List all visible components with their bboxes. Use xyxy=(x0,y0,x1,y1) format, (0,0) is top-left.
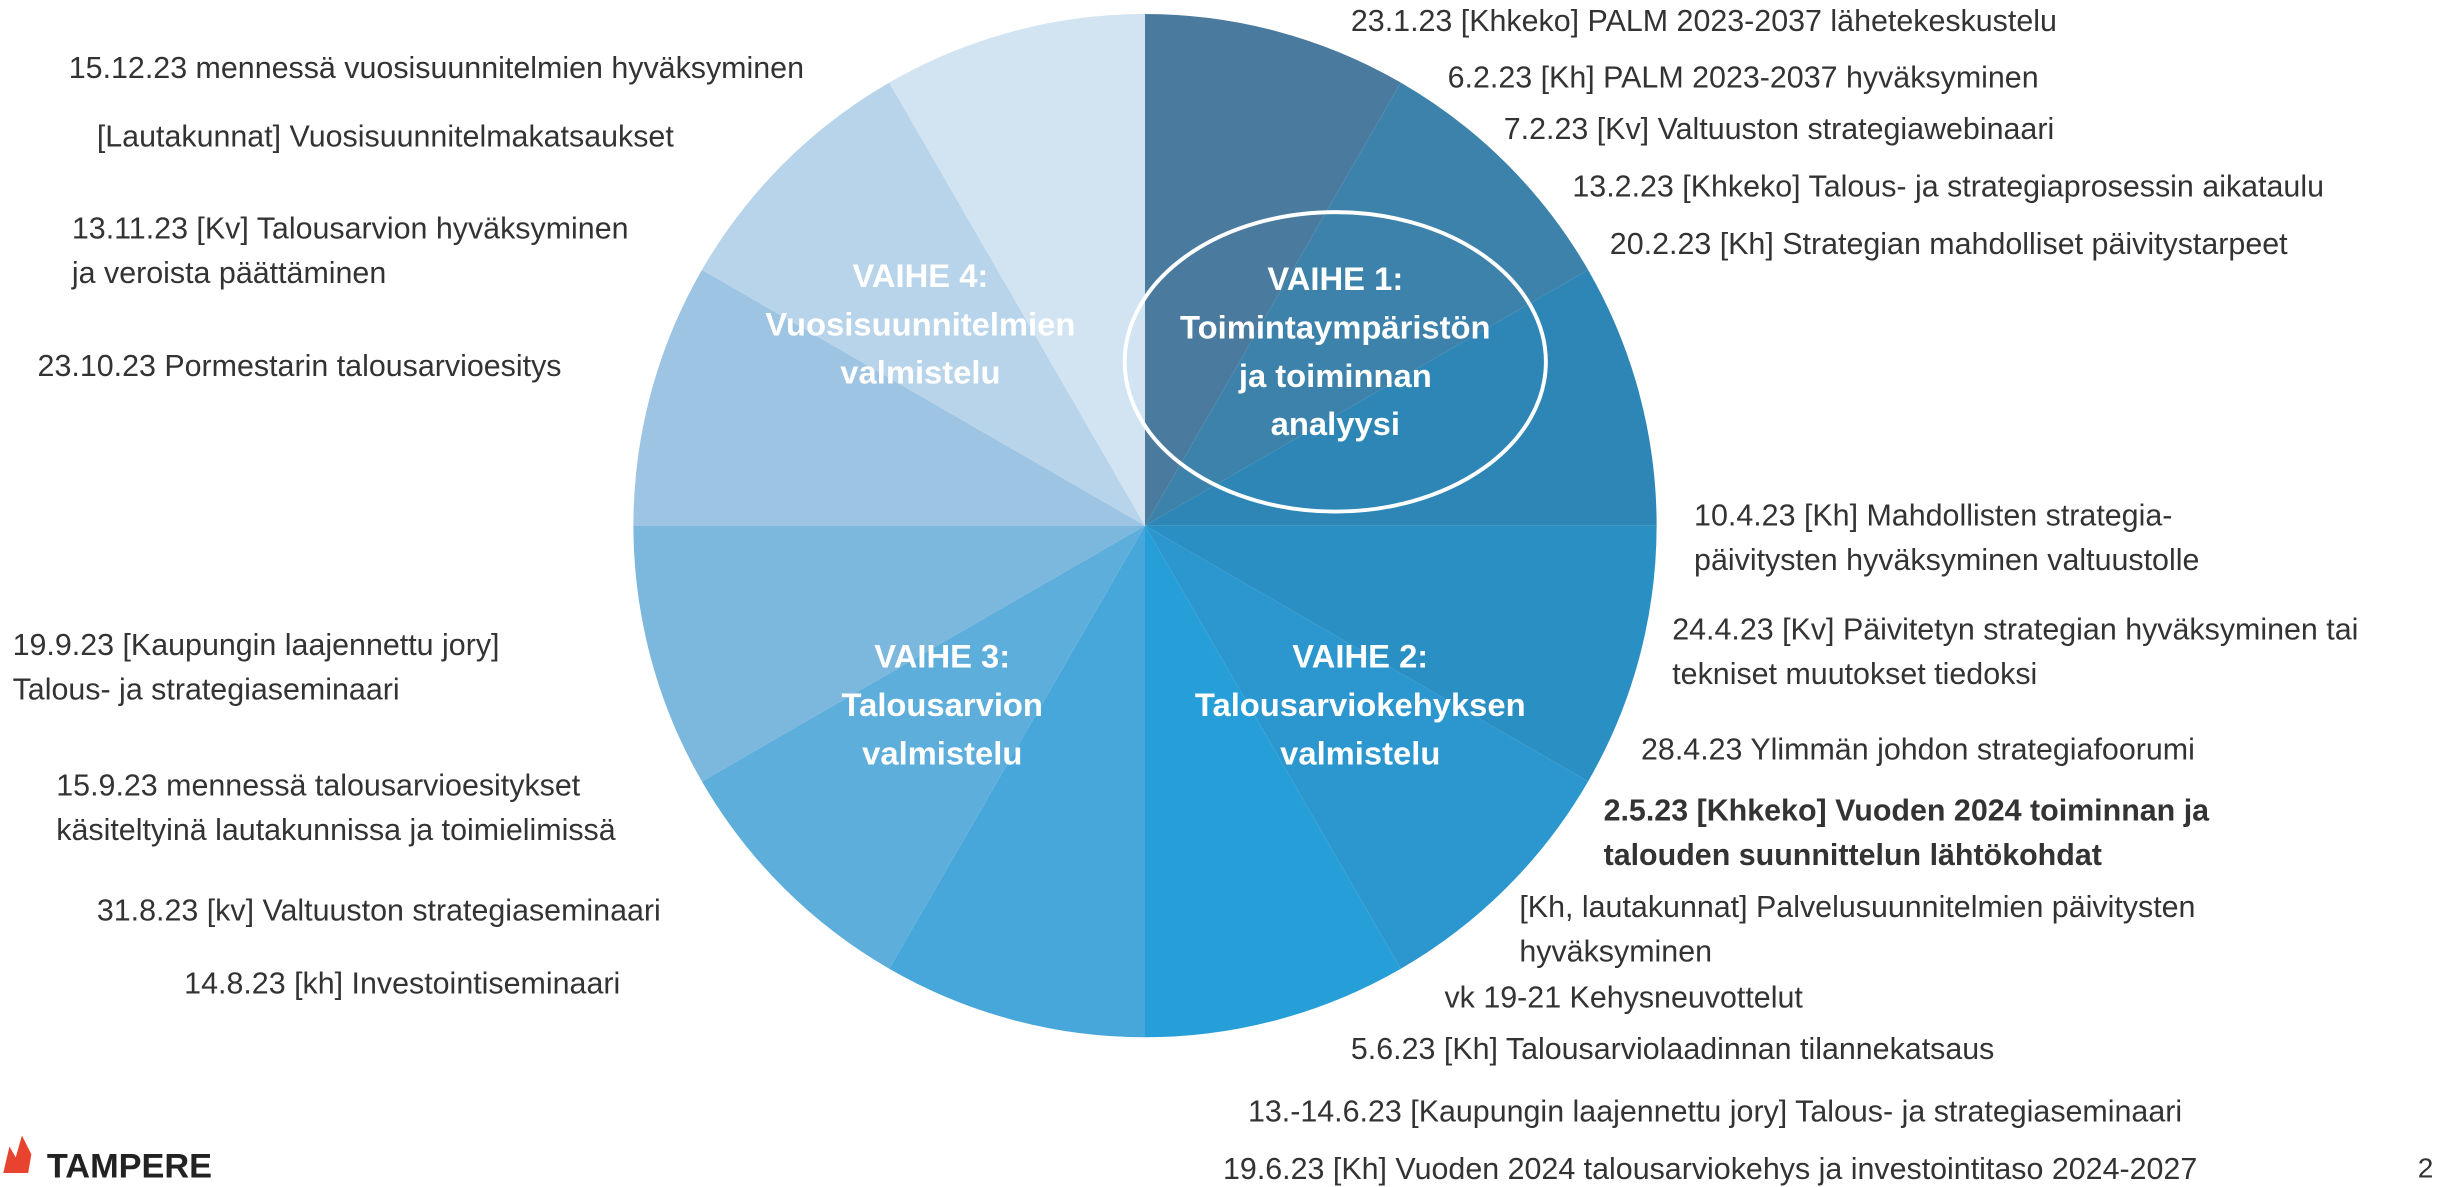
pie-sector xyxy=(701,82,1146,526)
event-text: 13.11.23 [Kv] Talousarvion hyväksyminen xyxy=(72,212,629,246)
event-text: hyväksyminen xyxy=(1519,935,1712,969)
pie-sector xyxy=(1145,525,1589,969)
pie-sector xyxy=(633,525,1146,782)
event-text: 10.4.23 [Kh] Mahdollisten strategia- xyxy=(1694,499,2172,533)
logo-icon xyxy=(3,1135,32,1173)
event-text: 2.5.23 [Khkeko] Vuoden 2024 toiminnan ja xyxy=(1604,793,2211,827)
phase-label: valmistelu xyxy=(840,354,1000,391)
cycle-pie xyxy=(633,14,1657,1038)
pie-sector xyxy=(633,269,1146,526)
highlight-ellipse xyxy=(1122,210,1548,514)
phase-label: Talousarvion xyxy=(842,686,1043,723)
event-text: tekniset muutokset tiedoksi xyxy=(1672,657,2037,691)
event-text: vk 19-21 Kehysneuvottelut xyxy=(1444,981,1803,1015)
event-text: 19.6.23 [Kh] Vuoden 2024 talousarviokehy… xyxy=(1223,1152,2197,1186)
event-text: [Kh, lautakunnat] Palvelusuunnitelmien p… xyxy=(1519,890,2195,924)
phase-label: VAIHE 1: xyxy=(1267,260,1403,297)
event-text: päivitysten hyväksyminen valtuustolle xyxy=(1694,543,2199,577)
event-text: 6.2.23 [Kh] PALM 2023-2037 hyväksyminen xyxy=(1448,60,2039,94)
event-text: 13.2.23 [Khkeko] Talous- ja strategiapro… xyxy=(1572,170,2324,204)
logo: TAMPERE xyxy=(3,1135,212,1186)
event-text: käsiteltyinä lautakunnissa ja toimielimi… xyxy=(56,813,615,847)
event-text: 23.1.23 [Khkeko] PALM 2023-2037 läheteke… xyxy=(1351,4,2057,38)
page-number: 2 xyxy=(2418,1153,2434,1184)
phase-label: Talousarviokehyksen xyxy=(1195,686,1526,723)
pie-sector xyxy=(1145,525,1657,782)
event-text: 15.12.23 mennessä vuosisuunnitelmien hyv… xyxy=(69,51,804,85)
phase-label: VAIHE 4: xyxy=(852,257,988,294)
event-text: 31.8.23 [kv] Valtuuston strategiaseminaa… xyxy=(97,893,661,927)
pie-sector xyxy=(1145,82,1589,526)
event-text: 23.10.23 Pormestarin talousarvioesitys xyxy=(38,349,562,383)
phase-label: analyysi xyxy=(1271,405,1400,442)
event-text: [Lautakunnat] Vuosisuunnitelmakatsaukset xyxy=(97,120,675,154)
phase-label: VAIHE 2: xyxy=(1292,638,1428,675)
pie-sector xyxy=(701,525,1146,969)
event-text: 15.9.23 mennessä talousarvioesitykset xyxy=(56,768,581,802)
pie-sector xyxy=(1145,269,1657,526)
event-text: 24.4.23 [Kv] Päivitetyn strategian hyväk… xyxy=(1672,613,2358,647)
pie-sector xyxy=(1145,14,1401,526)
event-text: 7.2.23 [Kv] Valtuuston strategiawebinaar… xyxy=(1504,112,2054,146)
pie-sector xyxy=(889,525,1146,1038)
phase-label: Vuosisuunnitelmien xyxy=(765,305,1075,342)
phase-label: valmistelu xyxy=(1280,734,1440,771)
event-text: 19.9.23 [Kaupungin laajennettu jory] xyxy=(13,628,500,662)
phase-label: Toimintaympäristön xyxy=(1180,308,1491,345)
logo-text: TAMPERE xyxy=(47,1148,212,1186)
pie-sector xyxy=(889,14,1146,526)
event-text: 28.4.23 Ylimmän johdon strategiafoorumi xyxy=(1641,733,2195,767)
event-text: 20.2.23 [Kh] Strategian mahdolliset päiv… xyxy=(1610,227,2288,261)
pie-sector xyxy=(1145,525,1401,1038)
event-text: ja veroista päättäminen xyxy=(71,256,386,290)
event-text: 13.-14.6.23 [Kaupungin laajennettu jory]… xyxy=(1248,1094,2182,1128)
event-text: 5.6.23 [Kh] Talousarviolaadinnan tilanne… xyxy=(1351,1032,1995,1066)
event-text: talouden suunnittelun lähtökohdat xyxy=(1604,838,2102,872)
phase-label: ja toiminnan xyxy=(1238,357,1432,394)
event-text: 14.8.23 [kh] Investointiseminaari xyxy=(184,967,620,1001)
phase-label: valmistelu xyxy=(862,734,1022,771)
phase-label: VAIHE 3: xyxy=(874,638,1010,675)
event-text: Talous- ja strategiaseminaari xyxy=(13,673,400,707)
